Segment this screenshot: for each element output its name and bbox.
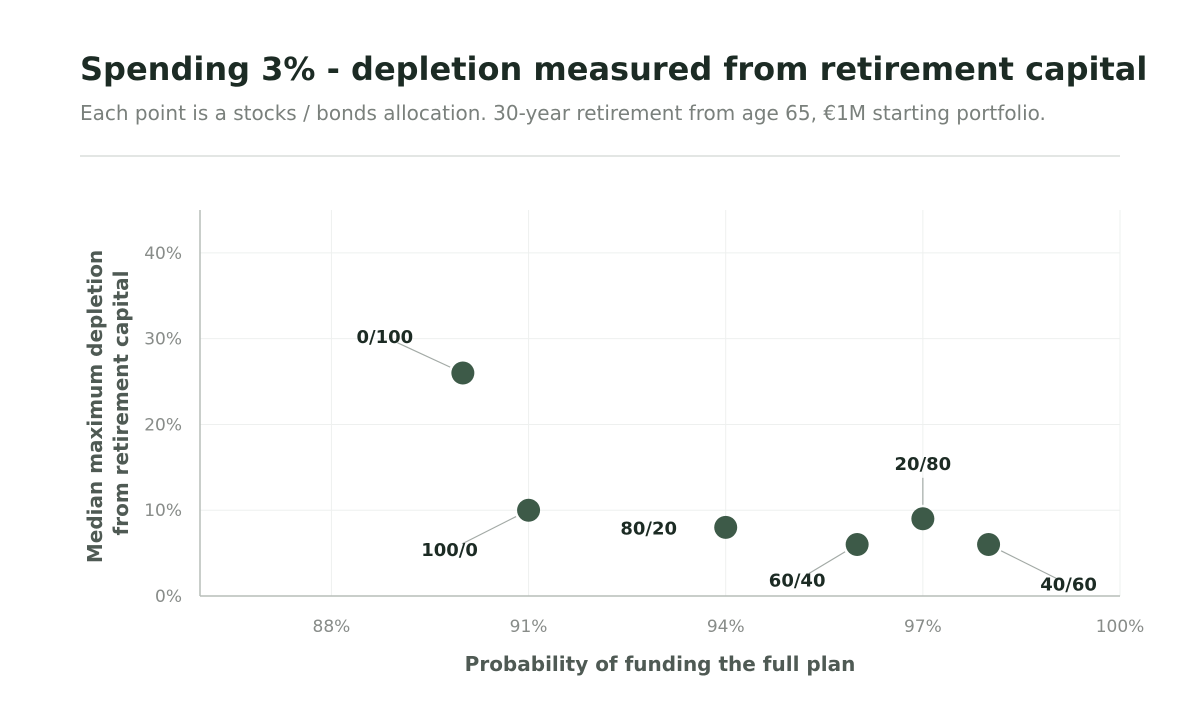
x-tick-label: 94% — [707, 617, 745, 637]
data-point-label: 20/80 — [895, 454, 952, 475]
data-point — [911, 507, 935, 531]
label-leader-line — [461, 516, 517, 545]
y-tick-label: 30% — [144, 330, 182, 350]
grid-layer — [200, 210, 1121, 596]
data-point — [517, 498, 541, 522]
x-tick-label: 100% — [1096, 617, 1145, 637]
data-point-label: 80/20 — [620, 518, 677, 539]
label-leader-line — [808, 551, 846, 574]
data-point — [451, 361, 475, 385]
x-tick-label: 91% — [510, 617, 548, 637]
label-leader-line — [397, 342, 451, 368]
point-layer — [451, 361, 1001, 557]
y-axis-title: Median maximum depletion from retirement… — [83, 243, 133, 563]
y-tick-label: 40% — [144, 244, 182, 264]
data-point-label: 0/100 — [357, 327, 414, 348]
data-point — [977, 533, 1001, 557]
x-axis-title: Probability of funding the full plan — [465, 652, 856, 676]
chart-subtitle: Each point is a stocks / bonds allocatio… — [80, 101, 1046, 125]
y-tick-label: 20% — [144, 415, 182, 435]
y-axis-title-line-1: Median maximum depletion — [83, 250, 107, 563]
y-tick-label: 0% — [155, 587, 182, 607]
data-point-label: 100/0 — [421, 540, 478, 561]
data-point-label: 60/40 — [769, 571, 826, 592]
y-axis-title-line-2: from retirement capital — [109, 271, 133, 536]
x-tick-label: 88% — [313, 617, 351, 637]
leader-layer — [397, 342, 1057, 579]
header-divider — [80, 155, 1120, 157]
data-point — [714, 515, 738, 539]
x-tick-label: 97% — [904, 617, 942, 637]
y-tick-label: 10% — [144, 501, 182, 521]
data-point — [845, 533, 869, 557]
label-leader-line — [1000, 550, 1057, 579]
data-point-label: 40/60 — [1040, 575, 1097, 596]
axis-layer: 88% 91% 94% 97% 100% 0% 10% 20% 30% 40% — [144, 210, 1144, 637]
chart-title: Spending 3% - depletion measured from re… — [80, 50, 1148, 88]
label-layer: 0/100 100/0 80/20 60/40 20/80 40/60 — [357, 327, 1097, 596]
